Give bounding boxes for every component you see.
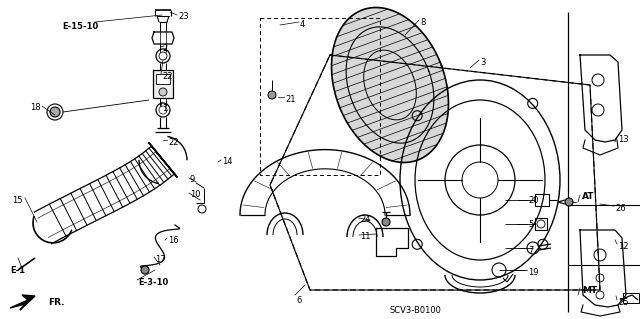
Text: 7: 7 <box>528 246 533 255</box>
Text: 21: 21 <box>285 95 296 104</box>
Text: 16: 16 <box>168 236 179 245</box>
Text: AT: AT <box>582 192 595 201</box>
Circle shape <box>141 266 149 274</box>
Text: 18: 18 <box>30 103 40 112</box>
Text: E-3-10: E-3-10 <box>138 278 168 287</box>
Text: 26: 26 <box>615 204 626 213</box>
Text: SCV3-B0100: SCV3-B0100 <box>390 306 442 315</box>
Text: 8: 8 <box>420 18 426 27</box>
Text: MT: MT <box>582 286 597 295</box>
Text: 25: 25 <box>618 298 628 307</box>
Text: 3: 3 <box>480 58 485 67</box>
Text: 11: 11 <box>360 232 371 241</box>
Circle shape <box>382 218 390 226</box>
Text: E-1: E-1 <box>10 266 25 275</box>
Text: 1: 1 <box>162 104 167 113</box>
Text: 15: 15 <box>12 196 22 205</box>
Polygon shape <box>10 295 35 310</box>
Text: 12: 12 <box>618 242 628 251</box>
Text: 19: 19 <box>528 268 538 277</box>
Text: 9: 9 <box>190 175 195 184</box>
Text: 17: 17 <box>155 255 166 264</box>
Text: E-15-10: E-15-10 <box>62 22 99 31</box>
Circle shape <box>50 107 60 117</box>
Text: 23: 23 <box>178 12 189 21</box>
Text: 20: 20 <box>528 196 538 205</box>
Text: FR.: FR. <box>48 298 65 307</box>
Text: 22: 22 <box>162 72 173 81</box>
Text: 2: 2 <box>162 44 167 53</box>
Text: 14: 14 <box>222 157 232 166</box>
Text: 24: 24 <box>360 215 371 224</box>
Text: 6: 6 <box>296 296 301 305</box>
Text: 22: 22 <box>168 138 179 147</box>
Text: 10: 10 <box>190 190 200 199</box>
FancyBboxPatch shape <box>153 70 173 98</box>
Polygon shape <box>332 8 449 162</box>
FancyBboxPatch shape <box>156 74 170 84</box>
Text: 13: 13 <box>618 135 628 144</box>
Text: 5: 5 <box>528 220 533 229</box>
Text: 4: 4 <box>300 20 305 29</box>
Circle shape <box>565 198 573 206</box>
Circle shape <box>159 88 167 96</box>
Circle shape <box>268 91 276 99</box>
